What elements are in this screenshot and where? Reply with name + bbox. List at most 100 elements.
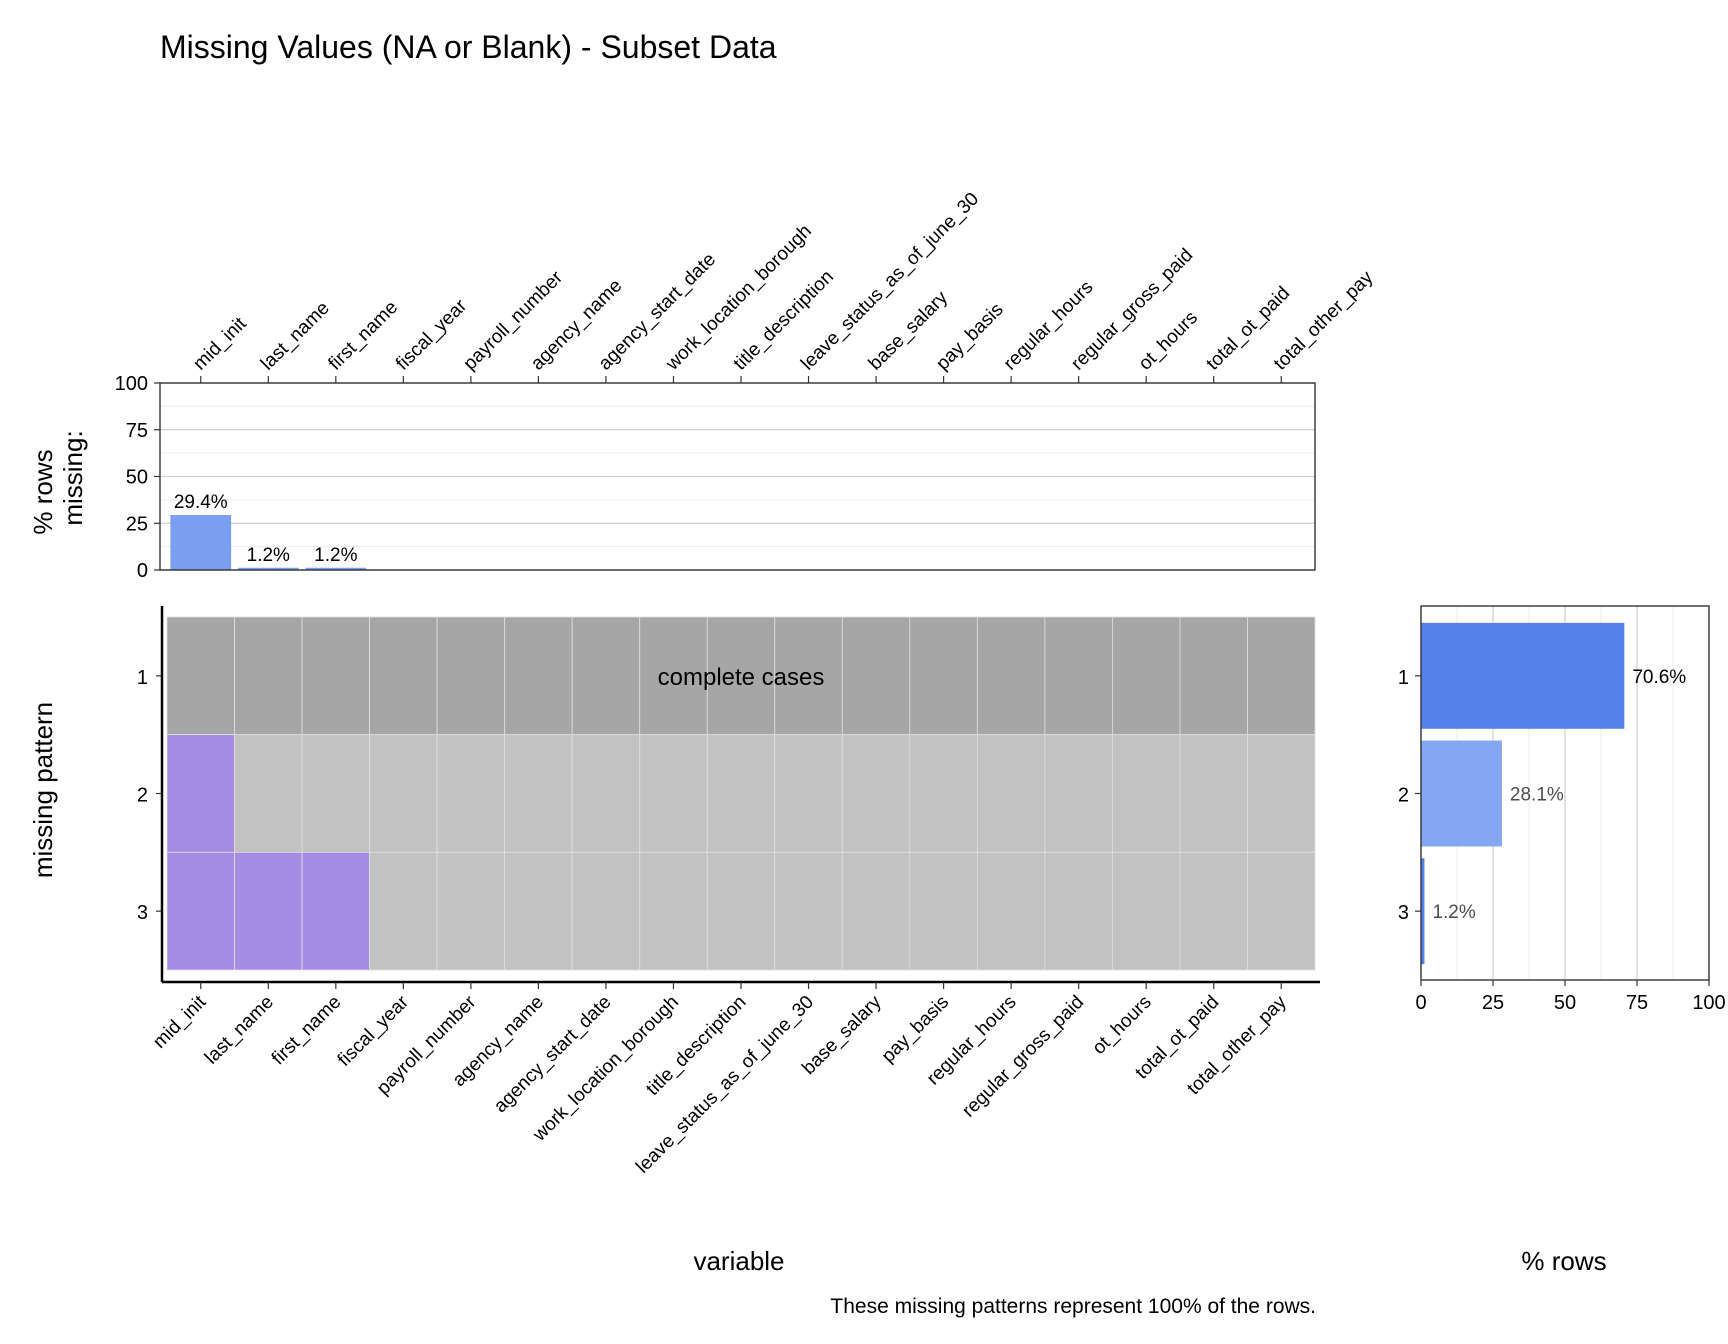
complete-cases-label: complete cases: [658, 664, 825, 691]
pattern-tile: [436, 616, 506, 736]
pattern-tile: [1044, 616, 1113, 736]
top-y-axis-title-line1: % rows: [28, 449, 58, 534]
pattern-tile: [571, 734, 641, 853]
top-bar-panel: 0 25 50 75 100 29.4% 1.2% 1.2% mid_init last_name…: [115, 189, 1378, 582]
pattern-tile: [436, 734, 506, 853]
pattern-tile: [706, 851, 776, 971]
x-axis-title: variable: [693, 1246, 784, 1276]
top-bar-label: 1.2%: [314, 545, 357, 566]
pattern-tile: [976, 616, 1046, 736]
pattern-tile: [1179, 851, 1248, 971]
pattern-tile: [301, 851, 370, 971]
pattern-tile: [369, 616, 438, 736]
pattern-tile: [841, 851, 911, 971]
pattern-tile: [774, 734, 843, 853]
side-bar-label: 28.1%: [1510, 785, 1564, 806]
bottom-variable-label: last_name: [201, 992, 278, 1069]
pattern-heatmap-panel: 1 complete cases 2 3 mid_initlast_namefirst_…: [137, 606, 1320, 1178]
pattern-tile: [706, 616, 776, 736]
side-y-tick-label: 1: [1398, 667, 1409, 689]
side-bar: [1421, 740, 1502, 847]
top-variable-label: fiscal_year: [392, 295, 472, 375]
top-bar: [305, 567, 367, 570]
top-bar-label: 1.2%: [247, 545, 290, 566]
side-x-tick-label: 100: [1692, 992, 1725, 1014]
pattern-tile: [369, 734, 438, 853]
bottom-variable-label: first_name: [268, 992, 346, 1070]
pattern-tile: [774, 851, 843, 971]
pattern-y-tick-label: 1: [137, 667, 148, 689]
pattern-tile: [841, 734, 911, 853]
side-panel-border: [1420, 605, 1710, 981]
top-variable-label: regular_gross_paid: [1067, 245, 1197, 375]
side-bar: [1421, 858, 1425, 965]
top-panel-border: [159, 382, 1316, 571]
pattern-y-tick-label: 3: [137, 902, 148, 924]
pattern-tile: [1112, 734, 1181, 853]
bottom-variable-label: mid_init: [149, 991, 211, 1053]
pattern-tile: [571, 616, 641, 736]
side-x-tick-label: 0: [1415, 992, 1426, 1014]
top-variable-label: ot_hours: [1135, 307, 1202, 374]
side-x-tick-label: 50: [1554, 992, 1576, 1014]
top-variable-label: mid_init: [189, 313, 251, 375]
pattern-y-tick-label: 2: [137, 785, 148, 807]
pattern-tile: [504, 616, 573, 736]
pattern-tile: [504, 851, 573, 971]
side-y-tick-label: 3: [1398, 902, 1409, 924]
top-y-tick-label: 75: [126, 420, 148, 442]
pattern-tile: [774, 616, 843, 736]
top-variable-label: total_other_pay: [1270, 267, 1378, 375]
pattern-tile: [841, 616, 911, 736]
pattern-tile: [909, 851, 978, 971]
pattern-tile: [166, 734, 235, 853]
pattern-tile: [1179, 616, 1248, 736]
pattern-tile: [234, 734, 303, 853]
pattern-tile: [1044, 851, 1113, 971]
top-variable-label: last_name: [257, 298, 334, 375]
pattern-tile: [166, 616, 235, 736]
pattern-tile: [301, 616, 370, 736]
top-variable-label: agency_start_date: [595, 249, 720, 374]
bottom-variable-label: ot_hours: [1089, 992, 1156, 1059]
pattern-tile: [369, 851, 438, 971]
side-bar-panel: 0 25 50 75 100 70.6% 1 28.1% 2 1.2% 3: [1398, 605, 1726, 1014]
side-bar-label: 70.6%: [1632, 667, 1686, 688]
pattern-tile: [571, 851, 641, 971]
pattern-tile: [909, 616, 978, 736]
top-y-tick-label: 0: [137, 560, 148, 582]
pattern-tile: [1179, 734, 1248, 853]
pattern-tile: [436, 851, 506, 971]
top-bar: [237, 567, 299, 570]
top-variable-label: first_name: [325, 297, 403, 375]
top-y-tick-label: 50: [126, 467, 148, 489]
pattern-tile: [976, 734, 1046, 853]
pattern-tile: [639, 851, 708, 971]
top-y-tick-label: 25: [126, 513, 148, 535]
top-y-axis-title-line2: missing:: [58, 430, 88, 525]
side-bar: [1421, 622, 1625, 729]
pattern-tile: [301, 734, 370, 853]
top-bar-label: 29.4%: [174, 492, 228, 513]
pattern-tile: [1112, 616, 1181, 736]
pattern-tile: [976, 851, 1046, 971]
pattern-tile: [234, 616, 303, 736]
pattern-tile: [1247, 734, 1316, 853]
bottom-variable-label: regular_gross_paid: [958, 992, 1088, 1122]
top-bar: [170, 515, 232, 570]
chart-title: Missing Values (NA or Blank) - Subset Da…: [160, 29, 777, 65]
pattern-y-axis-title: missing pattern: [28, 702, 58, 878]
bottom-variable-label: agency_start_date: [490, 992, 615, 1117]
side-x-tick-label: 75: [1626, 992, 1648, 1014]
side-bar-label: 1.2%: [1432, 902, 1475, 923]
pattern-tile: [1112, 851, 1181, 971]
top-y-tick-label: 100: [115, 373, 148, 395]
pattern-tile: [234, 851, 303, 971]
pattern-tile: [639, 734, 708, 853]
pattern-tile: [706, 734, 776, 853]
pattern-tile: [1247, 851, 1316, 971]
pattern-tile: [639, 616, 708, 736]
side-y-tick-label: 2: [1398, 785, 1409, 807]
pattern-tile: [504, 734, 573, 853]
chart-caption: These missing patterns represent 100% of…: [830, 1295, 1316, 1318]
